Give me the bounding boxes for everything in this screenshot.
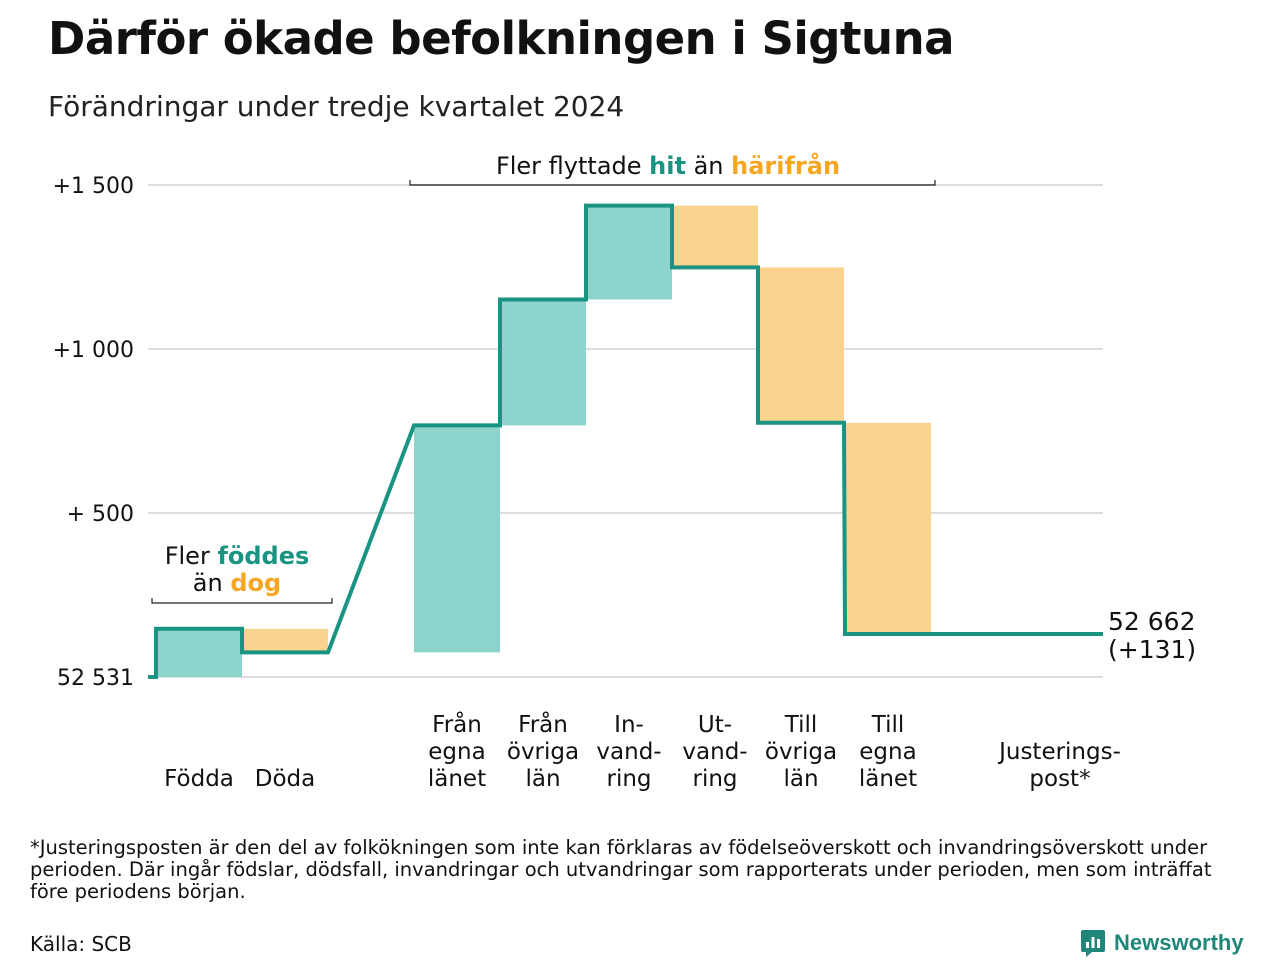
waterfall-chart: 52 531+ 500+1 000+1 500 Födda DödaFrånegn…	[53, 151, 1197, 792]
bar-6	[758, 267, 844, 423]
running-total-path	[148, 203, 1103, 679]
category-label-2-1: egna	[428, 739, 485, 765]
footnote: *Justeringsposten är den del av folkökni…	[30, 836, 1212, 903]
chart-subtitle: Förändringar under tredje kvartalet 2024	[48, 90, 625, 123]
category-label-6-0: Till	[784, 712, 818, 738]
category-label-4-1: vand-	[596, 739, 661, 765]
category-label-0-0: Födda	[164, 766, 234, 792]
annotations: Fler föddes än dog Fler flyttade hit än …	[151, 151, 1196, 664]
category-label-5-0: Ut-	[698, 712, 732, 738]
migration-annotation-bracket	[409, 180, 936, 186]
y-tick-label-1: + 500	[67, 502, 134, 527]
migration-annotation-text2: än	[686, 152, 731, 180]
births-annotation-text: Fler	[165, 542, 218, 570]
chart-title: Därför ökade befolkningen i Sigtuna	[48, 12, 954, 65]
bar-1	[242, 628, 328, 653]
migration-annotation-highlight-out: härifrån	[731, 151, 840, 180]
category-label-8-1: post*	[1029, 766, 1090, 792]
category-label-7-2: länet	[859, 766, 917, 792]
category-label-6-1: övriga	[765, 739, 837, 765]
category-label-1-0: Döda	[255, 766, 315, 792]
brand-name: Newsworthy	[1114, 930, 1244, 955]
bar-0	[156, 628, 242, 677]
category-label-4-0: In-	[614, 712, 644, 738]
category-label-6-2: län	[783, 766, 818, 792]
final-change-label: (+131)	[1108, 635, 1196, 664]
category-label-5-1: vand-	[682, 739, 747, 765]
final-value-label: 52 662	[1108, 607, 1195, 636]
category-label-5-2: ring	[692, 766, 737, 792]
category-label-3-1: övriga	[507, 739, 579, 765]
bar-chart-speech-bubble-icon	[1081, 930, 1105, 957]
migration-annotation-highlight-in: hit	[649, 152, 686, 180]
births-annotation-highlight: föddes	[217, 542, 309, 570]
category-label-2-0: Från	[432, 710, 482, 738]
births-annotation-line2: än dog	[193, 569, 281, 597]
migration-annotation: Fler flyttade hit än härifrån	[496, 151, 840, 180]
births-annotation-line1: Fler föddes	[165, 542, 310, 570]
y-tick-label-2: +1 000	[53, 338, 134, 363]
source-label: Källa: SCB	[30, 932, 132, 956]
category-label-8-0: Justerings-	[997, 739, 1121, 765]
category-labels: Födda DödaFrånegnalänetFrånövrigalänIn-va…	[164, 710, 1121, 792]
brand[interactable]: Newsworthy	[1080, 928, 1244, 958]
bar-2	[414, 425, 500, 653]
category-label-3-0: Från	[518, 710, 568, 738]
births-annotation-bracket	[151, 598, 333, 604]
deaths-annotation-highlight: dog	[230, 569, 281, 597]
category-label-3-2: län	[525, 766, 560, 792]
category-label-7-0: Till	[871, 712, 905, 738]
waterfall-bars	[156, 205, 1057, 677]
bar-4	[586, 205, 672, 300]
bar-3	[500, 299, 586, 426]
category-label-4-2: ring	[606, 766, 651, 792]
migration-annotation-text: Fler flyttade	[496, 152, 649, 180]
bar-5	[672, 205, 758, 268]
y-tick-label-0: 52 531	[57, 666, 134, 691]
running-total-line	[148, 203, 1103, 679]
y-axis-ticks: 52 531 + 500 +1 000 +1 500	[53, 174, 134, 691]
category-label-7-1: egna	[859, 739, 916, 765]
category-label-2-2: länet	[428, 766, 486, 792]
y-tick-label-3: +1 500	[53, 174, 134, 199]
births-annotation-text2: än	[193, 569, 231, 597]
bar-7	[845, 422, 931, 635]
